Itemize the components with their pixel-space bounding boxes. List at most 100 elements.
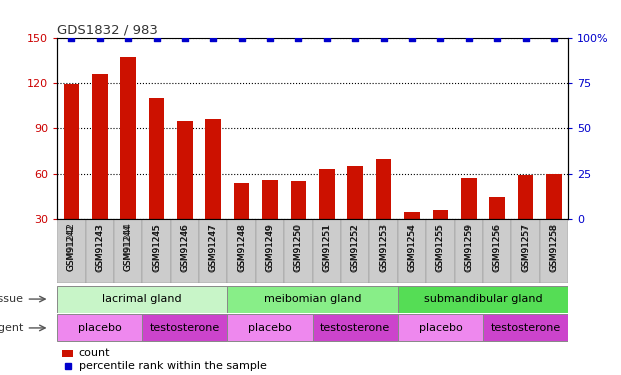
Point — [379, 34, 389, 40]
Bar — [227, 219, 256, 283]
Point — [152, 34, 161, 40]
Text: GSM91259: GSM91259 — [465, 223, 473, 272]
Bar — [256, 219, 284, 283]
Text: tissue: tissue — [0, 294, 24, 304]
Text: GSM91247: GSM91247 — [209, 224, 218, 271]
Text: GSM91249: GSM91249 — [266, 223, 274, 272]
Text: GSM91244: GSM91244 — [124, 223, 133, 272]
Text: placebo: placebo — [78, 323, 122, 333]
Bar — [57, 219, 86, 283]
Bar — [483, 219, 512, 283]
Text: submandibular gland: submandibular gland — [424, 294, 542, 304]
Bar — [177, 121, 193, 265]
Point — [520, 34, 530, 40]
Bar — [92, 74, 107, 265]
Point — [180, 34, 190, 40]
Text: GSM91258: GSM91258 — [550, 223, 558, 272]
Text: GSM91246: GSM91246 — [181, 223, 189, 272]
Bar — [63, 84, 79, 265]
Bar — [312, 314, 398, 341]
Text: GSM91246: GSM91246 — [181, 224, 189, 271]
Text: GDS1832 / 983: GDS1832 / 983 — [57, 23, 158, 36]
Bar — [348, 166, 363, 265]
Bar — [148, 98, 165, 265]
Point — [95, 34, 105, 40]
Bar — [199, 219, 227, 283]
Text: count: count — [79, 348, 110, 358]
Bar — [319, 170, 335, 265]
Point — [492, 34, 502, 40]
Text: GSM91251: GSM91251 — [322, 223, 332, 272]
Bar — [227, 314, 312, 341]
Text: GSM91254: GSM91254 — [407, 224, 417, 271]
Text: testosterone: testosterone — [491, 323, 561, 333]
Bar — [461, 178, 477, 265]
Point — [464, 34, 474, 40]
Text: GSM91256: GSM91256 — [492, 223, 502, 272]
Bar — [398, 314, 483, 341]
Text: placebo: placebo — [248, 323, 292, 333]
Point — [66, 34, 76, 40]
Point — [549, 34, 559, 40]
Text: GSM91245: GSM91245 — [152, 223, 161, 272]
Text: meibomian gland: meibomian gland — [264, 294, 361, 304]
Text: GSM91252: GSM91252 — [351, 223, 360, 272]
Bar — [171, 219, 199, 283]
Bar — [489, 196, 505, 265]
Bar — [62, 350, 73, 357]
Text: GSM91254: GSM91254 — [407, 223, 417, 272]
Text: placebo: placebo — [419, 323, 462, 333]
Text: GSM91248: GSM91248 — [237, 224, 246, 271]
Bar — [341, 219, 369, 283]
Point — [407, 34, 417, 40]
Text: GSM91258: GSM91258 — [550, 224, 558, 271]
Bar — [483, 314, 568, 341]
Bar — [540, 219, 568, 283]
Text: GSM91255: GSM91255 — [436, 224, 445, 271]
Bar — [57, 286, 227, 313]
Text: GSM91244: GSM91244 — [124, 224, 133, 271]
Point — [322, 34, 332, 40]
Text: GSM91250: GSM91250 — [294, 224, 303, 271]
Text: GSM91251: GSM91251 — [322, 224, 332, 271]
Bar — [206, 119, 221, 265]
Text: GSM91245: GSM91245 — [152, 224, 161, 271]
Bar — [234, 183, 250, 265]
Bar — [86, 219, 114, 283]
Point — [435, 34, 445, 40]
Bar — [284, 219, 312, 283]
Text: GSM91243: GSM91243 — [95, 224, 104, 271]
Text: GSM91249: GSM91249 — [266, 224, 274, 271]
Text: GSM91253: GSM91253 — [379, 223, 388, 272]
Text: GSM91255: GSM91255 — [436, 223, 445, 272]
Bar — [376, 159, 391, 265]
Point — [294, 34, 304, 40]
Bar — [398, 286, 568, 313]
Bar — [426, 219, 455, 283]
Bar — [142, 219, 171, 283]
Bar — [398, 219, 426, 283]
Bar — [291, 182, 306, 265]
Bar — [518, 176, 533, 265]
Point — [265, 34, 275, 40]
Bar — [120, 57, 136, 265]
Text: agent: agent — [0, 323, 24, 333]
Text: GSM91257: GSM91257 — [521, 223, 530, 272]
Text: GSM91247: GSM91247 — [209, 223, 218, 272]
Point — [237, 34, 247, 40]
Text: GSM91257: GSM91257 — [521, 224, 530, 271]
Bar — [433, 210, 448, 265]
Text: testosterone: testosterone — [150, 323, 220, 333]
Text: GSM91243: GSM91243 — [95, 223, 104, 272]
Point — [123, 34, 133, 40]
Text: GSM91242: GSM91242 — [67, 223, 76, 272]
Text: lacrimal gland: lacrimal gland — [102, 294, 182, 304]
Text: GSM91248: GSM91248 — [237, 223, 246, 272]
Text: GSM91242: GSM91242 — [67, 224, 76, 271]
Bar — [57, 314, 142, 341]
Bar — [512, 219, 540, 283]
Text: GSM91256: GSM91256 — [492, 224, 502, 271]
Text: GSM91253: GSM91253 — [379, 224, 388, 271]
Bar — [546, 174, 562, 265]
Bar — [114, 219, 142, 283]
